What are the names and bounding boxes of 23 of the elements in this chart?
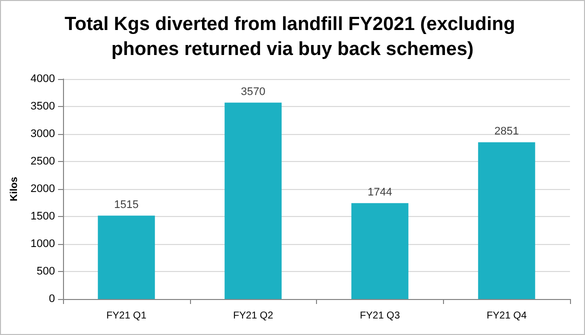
bar (478, 142, 536, 299)
data-label: 2851 (494, 126, 519, 138)
data-label: 3570 (240, 86, 266, 98)
bar (98, 216, 155, 299)
x-tick-label: FY21 Q2 (233, 310, 274, 322)
y-tick-label: 3000 (30, 128, 55, 140)
data-label: 1744 (368, 186, 392, 199)
y-tick-label: 500 (36, 266, 55, 278)
y-tick-label: 2000 (30, 183, 55, 195)
bar (224, 102, 282, 299)
bar (351, 203, 408, 299)
y-tick-label: 1500 (30, 210, 55, 222)
x-tick-label: FY21 Q3 (360, 310, 400, 322)
x-tick-label: FY21 Q4 (486, 310, 528, 322)
y-tick-label: 0 (48, 293, 55, 305)
y-tick-label: 2500 (30, 156, 55, 168)
y-tick-label: 1000 (30, 238, 55, 250)
y-tick-label: 3500 (30, 100, 55, 112)
x-tick-label: FY21 Q1 (106, 310, 147, 322)
y-tick-label: 4000 (30, 73, 55, 85)
chart-title: Total Kgs diverted from landfill FY2021 (excluding phones returned via buy back schemes) (64, 14, 520, 60)
data-label: 1515 (114, 199, 139, 212)
y-axis-title: Kilos (9, 176, 20, 202)
